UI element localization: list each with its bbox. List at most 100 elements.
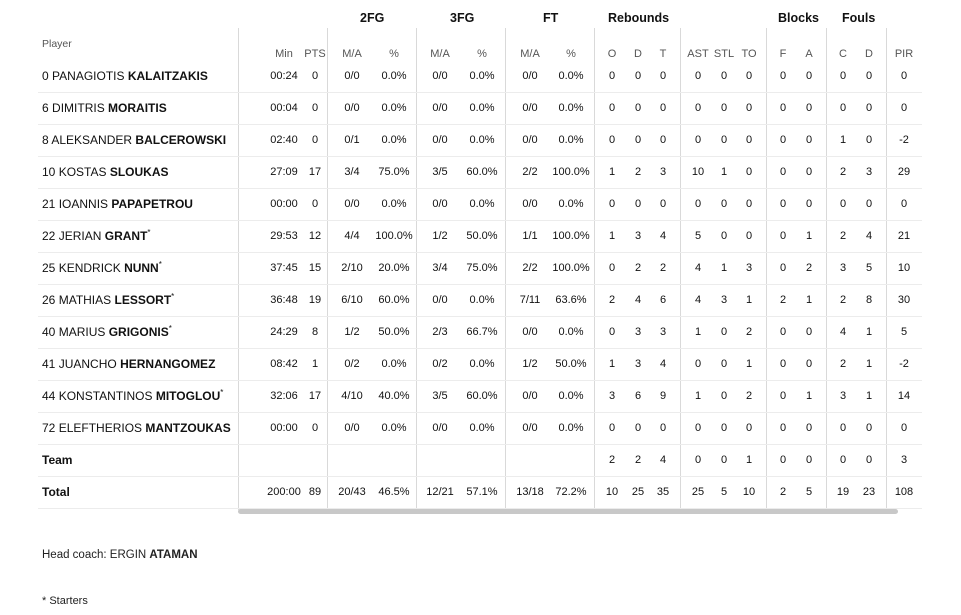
- cell-ba: 0: [805, 454, 813, 466]
- cell-stl: 0: [720, 454, 728, 466]
- table-row: 8 ALEKSANDER BALCEROWSKI 02:40 0 0/1 0.0% 0/0…: [38, 124, 922, 157]
- cell-fd: 0: [865, 102, 873, 114]
- cell-d: 25: [631, 486, 645, 498]
- cell-to: 0: [745, 198, 753, 210]
- header-pts: PTS: [304, 48, 326, 60]
- cell-ast: 0: [694, 70, 702, 82]
- header-fc: C: [839, 48, 847, 60]
- cell-min: 02:40: [270, 134, 298, 146]
- cell-stl: 1: [720, 262, 728, 274]
- cell-bf: 0: [779, 422, 787, 434]
- cell-bf: 0: [779, 70, 787, 82]
- player-name[interactable]: 25 KENDRICK NUNN*: [42, 252, 162, 284]
- table-row: 21 IOANNIS PAPAPETROU 00:00 0 0/0 0.0% 0/0 0.0…: [38, 188, 922, 221]
- cell-ba: 1: [805, 294, 813, 306]
- cell-pir: 108: [894, 486, 914, 498]
- cell-fg2: 0/0: [344, 198, 360, 210]
- player-number: 10: [42, 165, 56, 179]
- player-name[interactable]: 0 PANAGIOTIS KALAITZAKIS: [42, 60, 208, 92]
- player-name[interactable]: 40 MARIUS GRIGONIS*: [42, 316, 172, 348]
- cell-fg3p: 0.0%: [469, 134, 495, 146]
- divider: [416, 28, 417, 510]
- head-coach-label: Head coach:: [42, 549, 107, 561]
- player-name[interactable]: 44 KONSTANTINOS MITOGLOU*: [42, 380, 223, 412]
- cell-ftp: 0.0%: [558, 422, 584, 434]
- player-number: 26: [42, 293, 56, 307]
- cell-fd: 23: [862, 486, 876, 498]
- cell-ft: 2/2: [522, 262, 538, 274]
- cell-fg2: 0/2: [344, 358, 360, 370]
- header-o: O: [607, 48, 617, 60]
- cell-stl: 3: [720, 294, 728, 306]
- player-first-name: MARIUS: [58, 325, 106, 339]
- cell-fd: 1: [865, 390, 873, 402]
- cell-ftp: 50.0%: [555, 358, 587, 370]
- cell-ftp: 0.0%: [558, 70, 584, 82]
- cell-ast: 0: [694, 454, 702, 466]
- cell-fc: 2: [839, 230, 847, 242]
- group-2fg: 2FG: [360, 11, 385, 25]
- cell-ba: 0: [805, 358, 813, 370]
- header-stl: STL: [713, 48, 735, 60]
- divider: [886, 28, 887, 510]
- cell-bf: 0: [779, 262, 787, 274]
- header-player: Player: [42, 38, 72, 50]
- cell-to: 0: [745, 230, 753, 242]
- cell-fg2p: 75.0%: [378, 166, 410, 178]
- player-name[interactable]: 26 MATHIAS LESSORT*: [42, 284, 174, 316]
- player-number: 40: [42, 325, 56, 339]
- table-row: 6 DIMITRIS MORAITIS 00:04 0 0/0 0.0% 0/0 0.0% 0…: [38, 92, 922, 125]
- player-name[interactable]: 10 KOSTAS SLOUKAS: [42, 156, 169, 188]
- cell-to: 3: [745, 262, 753, 274]
- cell-pts: 0: [311, 70, 319, 82]
- header-t: T: [659, 48, 667, 60]
- cell-ast: 10: [691, 166, 705, 178]
- cell-bf: 0: [779, 230, 787, 242]
- cell-fc: 3: [839, 390, 847, 402]
- starter-marker: *: [158, 260, 162, 269]
- cell-fg2: 0/0: [344, 70, 360, 82]
- player-name[interactable]: 41 JUANCHO HERNANGOMEZ: [42, 348, 215, 380]
- player-name[interactable]: 72 ELEFTHERIOS MANTZOUKAS: [42, 412, 231, 444]
- cell-to: 1: [745, 454, 753, 466]
- cell-fc: 2: [839, 358, 847, 370]
- cell-fg2: 0/1: [344, 134, 360, 146]
- player-name[interactable]: 6 DIMITRIS MORAITIS: [42, 92, 167, 124]
- cell-to: 0: [745, 102, 753, 114]
- table-row: 10 KOSTAS SLOUKAS 27:09 17 3/4 75.0% 3/5 60.0%…: [38, 156, 922, 189]
- cell-d: 4: [634, 294, 642, 306]
- cell-pir: 0: [900, 198, 908, 210]
- cell-o: 0: [608, 198, 616, 210]
- head-coach-first-name: ERGIN: [109, 549, 147, 561]
- cell-d: 0: [634, 102, 642, 114]
- cell-ba: 0: [805, 198, 813, 210]
- player-number: 44: [42, 389, 56, 403]
- table-row: 44 KONSTANTINOS MITOGLOU* 32:06 17 4/10 40.0…: [38, 380, 922, 413]
- player-name[interactable]: 8 ALEKSANDER BALCEROWSKI: [42, 124, 226, 156]
- cell-fg2p: 60.0%: [378, 294, 410, 306]
- cell-stl: 0: [720, 390, 728, 402]
- cell-min: 00:00: [270, 198, 298, 210]
- horizontal-scrollbar[interactable]: [238, 509, 898, 514]
- cell-ftp: 0.0%: [558, 198, 584, 210]
- cell-fg2: 4/4: [344, 230, 360, 242]
- cell-pir: 21: [897, 230, 911, 242]
- cell-ft: 1/2: [522, 358, 538, 370]
- cell-stl: 0: [720, 326, 728, 338]
- cell-ast: 0: [694, 422, 702, 434]
- cell-to: 0: [745, 70, 753, 82]
- cell-fc: 0: [839, 454, 847, 466]
- cell-bf: 0: [779, 102, 787, 114]
- cell-fc: 0: [839, 422, 847, 434]
- cell-fg3: 0/2: [432, 358, 448, 370]
- player-number: 21: [42, 197, 56, 211]
- cell-pir: 0: [900, 422, 908, 434]
- group-fouls: Fouls: [842, 11, 876, 25]
- cell-pir: 10: [897, 262, 911, 274]
- cell-ba: 0: [805, 102, 813, 114]
- cell-t: 4: [659, 230, 667, 242]
- cell-ftp: 0.0%: [558, 134, 584, 146]
- cell-fc: 2: [839, 166, 847, 178]
- player-name[interactable]: 21 IOANNIS PAPAPETROU: [42, 188, 193, 220]
- player-name[interactable]: 22 JERIAN GRANT*: [42, 220, 151, 252]
